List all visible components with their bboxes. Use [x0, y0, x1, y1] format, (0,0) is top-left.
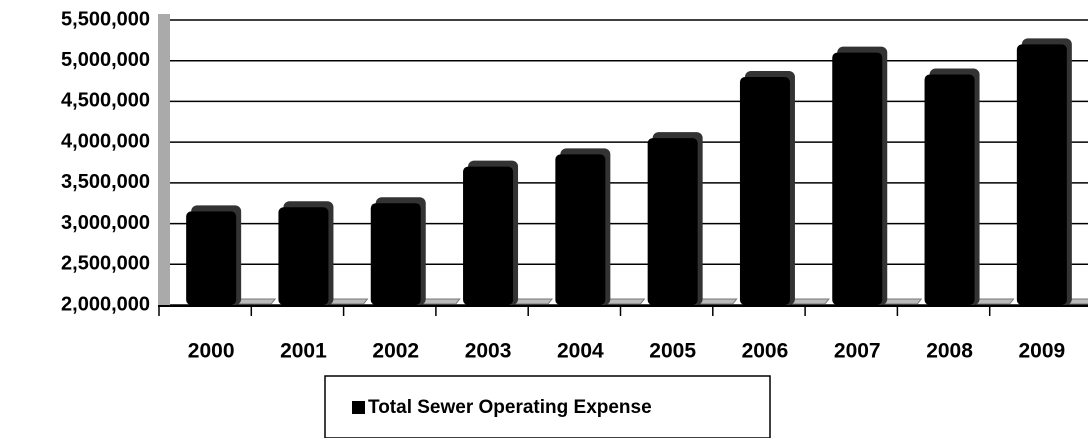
x-tick-label: 2002	[372, 340, 419, 363]
x-tick-label: 2007	[834, 340, 881, 363]
y-tick-label: 4,500,000	[61, 90, 150, 112]
bar	[924, 74, 975, 305]
x-tick-label: 2005	[649, 340, 696, 363]
bar	[647, 138, 698, 305]
y-tick-label: 3,000,000	[61, 212, 150, 234]
bar	[463, 166, 514, 305]
legend-swatch	[352, 401, 365, 414]
x-tick-label: 2008	[926, 340, 973, 363]
bar	[1016, 44, 1067, 306]
legend-label: Total Sewer Operating Expense	[368, 397, 652, 418]
side-wall	[158, 14, 170, 306]
bar	[739, 77, 790, 305]
y-tick-label: 2,000,000	[61, 293, 150, 315]
bar	[278, 207, 329, 305]
y-tick-label: 5,000,000	[61, 49, 150, 71]
x-tick-label: 2000	[188, 340, 235, 363]
bar	[370, 203, 421, 305]
y-tick-label: 5,500,000	[61, 8, 150, 30]
bar	[832, 52, 883, 306]
y-tick-label: 2,500,000	[61, 253, 150, 275]
x-tick-label: 2003	[465, 340, 512, 363]
x-tick-label: 2009	[1018, 340, 1065, 363]
bar	[186, 211, 237, 305]
x-tick-label: 2006	[742, 340, 789, 363]
bar	[555, 154, 606, 305]
y-tick-label: 3,500,000	[61, 171, 150, 193]
x-tick-label: 2001	[280, 340, 327, 363]
legend-box	[324, 375, 771, 438]
y-tick-label: 4,000,000	[61, 130, 150, 152]
x-tick-label: 2004	[557, 340, 604, 363]
